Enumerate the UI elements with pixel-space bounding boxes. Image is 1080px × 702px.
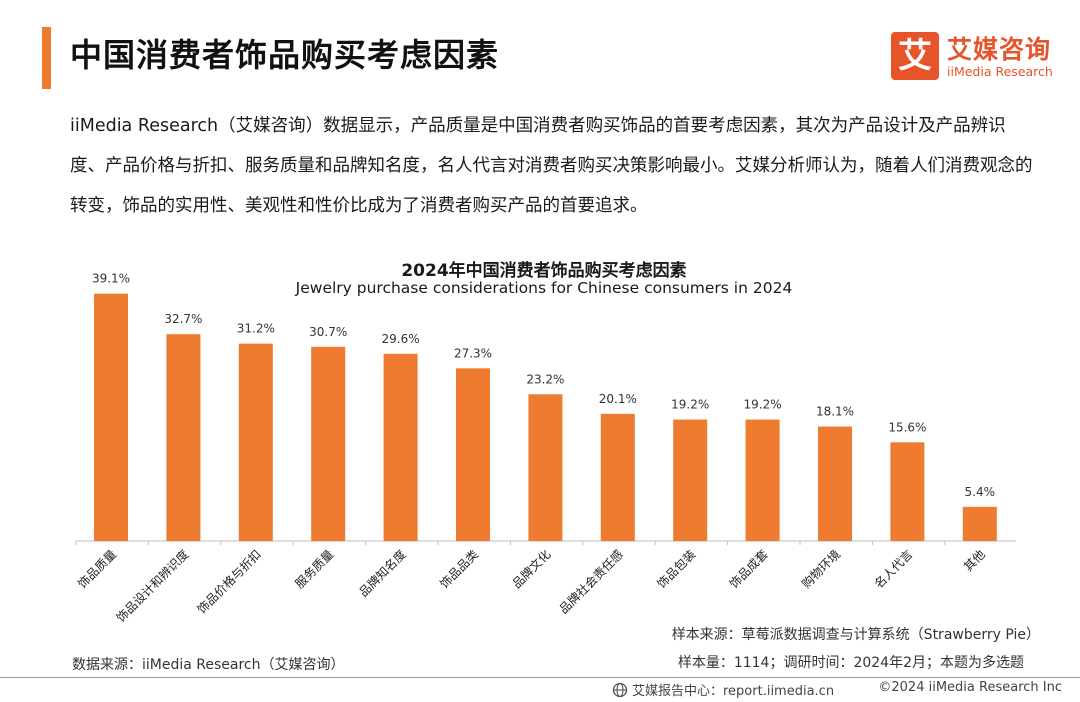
category-label-2: 饰品价格与折扣 [194, 547, 264, 617]
chart-subtitle: Jewelry purchase considerations for Chin… [295, 279, 793, 297]
brand-logo: 艾 艾媒咨询 iiMedia Research [891, 30, 1066, 80]
sample-info-note: 样本量：1114；调研时间：2024年2月；本题为多选题 [677, 655, 1024, 671]
logo-name-cn: 艾媒咨询 [947, 35, 1052, 64]
data-source-note: 数据来源：iiMedia Research（艾媒咨询） [72, 657, 345, 673]
bar-11 [890, 442, 925, 541]
category-label-8: 饰品包装 [654, 547, 698, 591]
data-label-3: 30.7% [309, 325, 347, 339]
bar-3 [311, 346, 346, 541]
category-label-9: 饰品成套 [727, 547, 771, 591]
footer-report-center[interactable]: 艾媒报告中心：report.iimedia.cn [612, 680, 834, 699]
bar-10 [818, 426, 852, 541]
data-label-9: 19.2% [744, 398, 782, 412]
chart-title: 2024年中国消费者饰品购买考虑因素 [401, 261, 687, 281]
data-label-7: 20.1% [599, 392, 637, 406]
data-label-1: 32.7% [164, 312, 202, 326]
data-label-8: 19.2% [671, 398, 709, 412]
category-label-4: 品牌知名度 [356, 547, 409, 600]
category-label-3: 服务质量 [292, 547, 337, 592]
logo-mark-icon: 艾 [891, 32, 939, 80]
bar-7 [600, 413, 635, 541]
category-label-12: 其他 [961, 547, 988, 574]
category-label-5: 饰品品类 [437, 547, 481, 591]
category-label-1: 饰品设计和辨识度 [113, 547, 191, 625]
bar-4 [383, 353, 418, 541]
bar-0 [94, 293, 128, 541]
globe-icon [612, 682, 628, 698]
sample-source-note: 样本来源：草莓派数据调查与计算系统（Strawberry Pie） [671, 627, 1040, 643]
bar-6 [528, 394, 563, 541]
footer-divider [0, 677, 1080, 678]
bar-12 [962, 506, 997, 541]
category-label-7: 品牌社会责任感 [556, 547, 626, 617]
bar-8 [673, 419, 708, 541]
bar-5 [456, 368, 490, 541]
data-label-11: 15.6% [888, 420, 926, 434]
bar-9 [745, 419, 780, 541]
data-label-4: 29.6% [382, 332, 420, 346]
footer-report-center-text: 艾媒报告中心：report.iimedia.cn [632, 684, 835, 699]
data-label-5: 27.3% [454, 346, 492, 360]
bar-1 [166, 334, 201, 541]
category-label-6: 品牌文化 [509, 547, 554, 592]
category-label-10: 购物环境 [799, 547, 844, 592]
data-label-0: 39.1% [92, 272, 130, 286]
data-label-2: 31.2% [237, 322, 275, 336]
category-label-11: 名人代言 [871, 547, 916, 592]
page-title: 中国消费者饰品购买考虑因素 [70, 36, 500, 74]
intro-paragraph: iiMedia Research（艾媒咨询）数据显示，产品质量是中国消费者购买饰… [70, 116, 1033, 216]
title-accent-bar [42, 27, 51, 89]
logo-name-en: iiMedia Research [947, 64, 1053, 79]
footer-copyright: ©2024 iiMedia Research Inc [878, 680, 1062, 695]
category-label-0: 饰品质量 [75, 547, 119, 591]
data-label-10: 18.1% [816, 405, 854, 419]
data-label-12: 5.4% [965, 485, 996, 499]
data-label-6: 23.2% [526, 372, 564, 386]
bar-2 [238, 343, 273, 541]
